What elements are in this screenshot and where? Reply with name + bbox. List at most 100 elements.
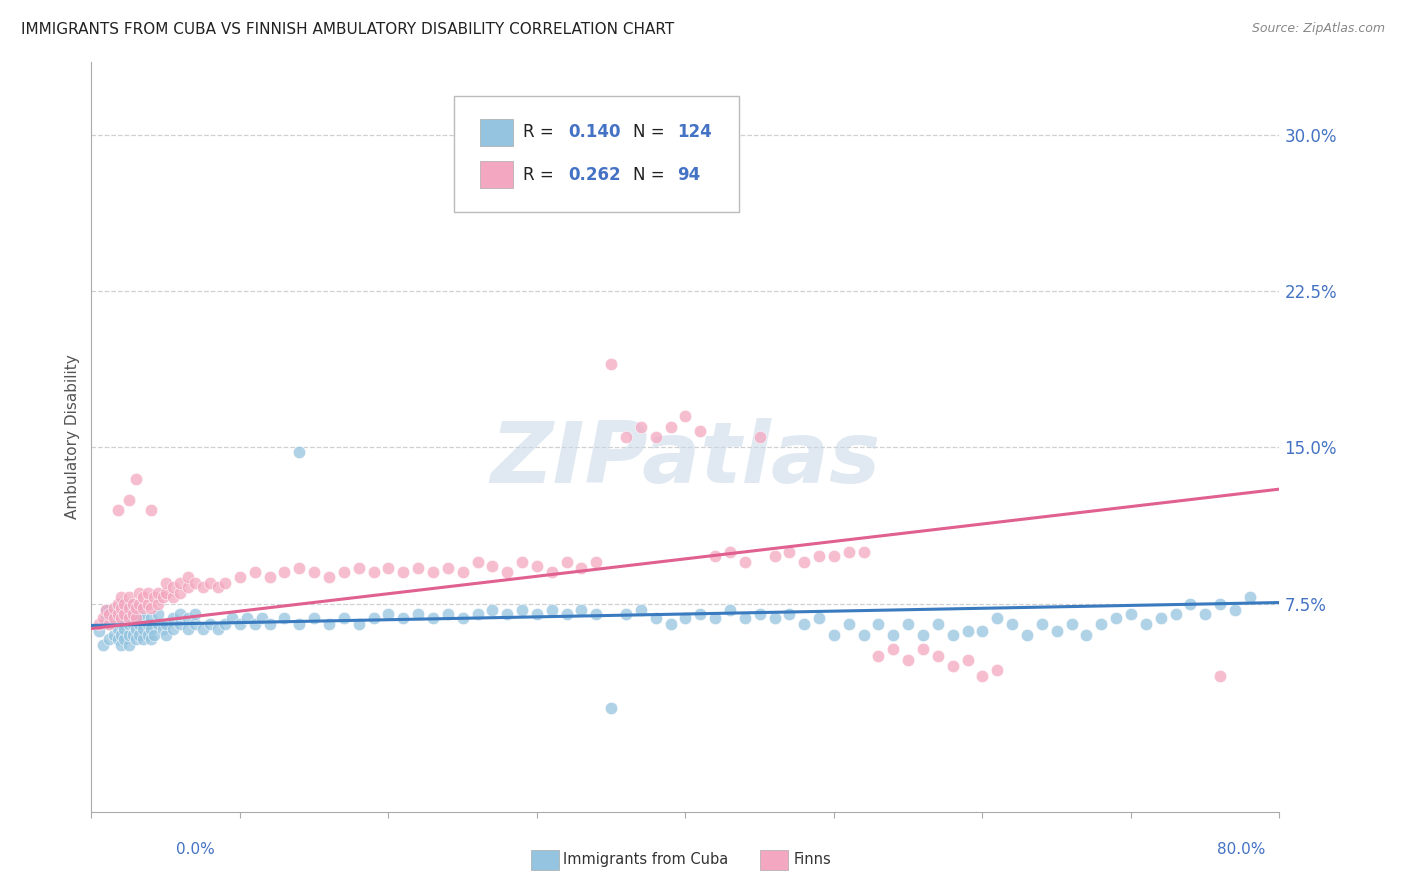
Point [838,617,860,632]
Point [673,409,696,424]
Point [793,617,815,632]
Point [236,611,259,625]
Point [139,611,162,625]
Point [451,566,474,580]
Point [1164,607,1187,621]
Point [128,586,150,600]
Point [406,607,429,621]
Point [110,591,132,605]
Point [96,611,118,625]
Point [184,617,207,632]
Point [128,607,150,621]
Point [243,566,266,580]
Point [139,503,162,517]
Point [823,628,845,642]
Point [1015,628,1038,642]
Point [117,638,139,652]
Point [221,611,243,625]
Point [117,597,139,611]
Point [122,607,145,621]
Point [184,575,207,590]
Point [1223,603,1246,617]
Point [644,430,666,444]
Point [689,424,711,438]
Point [808,611,831,625]
Point [852,544,875,558]
Point [467,555,489,569]
Point [207,622,229,636]
Point [748,607,770,621]
Point [1209,669,1232,683]
Point [526,191,548,205]
Text: 124: 124 [678,123,711,141]
Point [117,492,139,507]
Point [630,603,652,617]
Point [911,628,934,642]
Point [942,659,965,673]
Point [112,622,135,636]
Point [87,624,110,638]
Text: R =: R = [523,123,558,141]
Point [882,628,904,642]
Point [392,566,415,580]
Text: 94: 94 [678,166,700,184]
Point [107,607,129,621]
Point [1239,591,1261,605]
Point [347,617,370,632]
Point [555,555,578,569]
Text: R =: R = [523,166,558,184]
Point [526,559,548,574]
Point [110,597,132,611]
Point [496,566,519,580]
Point [510,603,533,617]
Point [734,611,756,625]
Point [793,555,815,569]
Point [659,617,682,632]
Point [112,607,135,621]
Point [132,600,155,615]
FancyBboxPatch shape [479,119,513,145]
Point [91,638,114,652]
Point [927,648,949,663]
Point [191,622,214,636]
Point [128,628,150,642]
Point [481,559,503,574]
Text: Source: ZipAtlas.com: Source: ZipAtlas.com [1251,22,1385,36]
Point [422,611,444,625]
Point [117,617,139,632]
Point [229,617,252,632]
Point [229,569,252,583]
Point [122,597,145,611]
Point [333,566,356,580]
Point [363,566,385,580]
Point [107,622,129,636]
Point [107,503,129,517]
Point [139,632,162,646]
Point [110,628,132,642]
Point [763,611,786,625]
Point [132,591,155,605]
Point [897,617,920,632]
Point [112,600,135,615]
Point [162,611,184,625]
Point [911,642,934,657]
Point [117,591,139,605]
Point [318,569,340,583]
Point [169,607,191,621]
Point [259,569,281,583]
Point [98,603,121,617]
Point [778,544,800,558]
Point [177,569,200,583]
Point [142,628,165,642]
Point [1046,624,1069,638]
Point [148,597,170,611]
Point [162,591,184,605]
Point [288,444,311,458]
Point [162,580,184,594]
Point [214,575,236,590]
Point [162,622,184,636]
Point [103,600,125,615]
Point [1090,617,1112,632]
Point [540,566,562,580]
Point [128,597,150,611]
